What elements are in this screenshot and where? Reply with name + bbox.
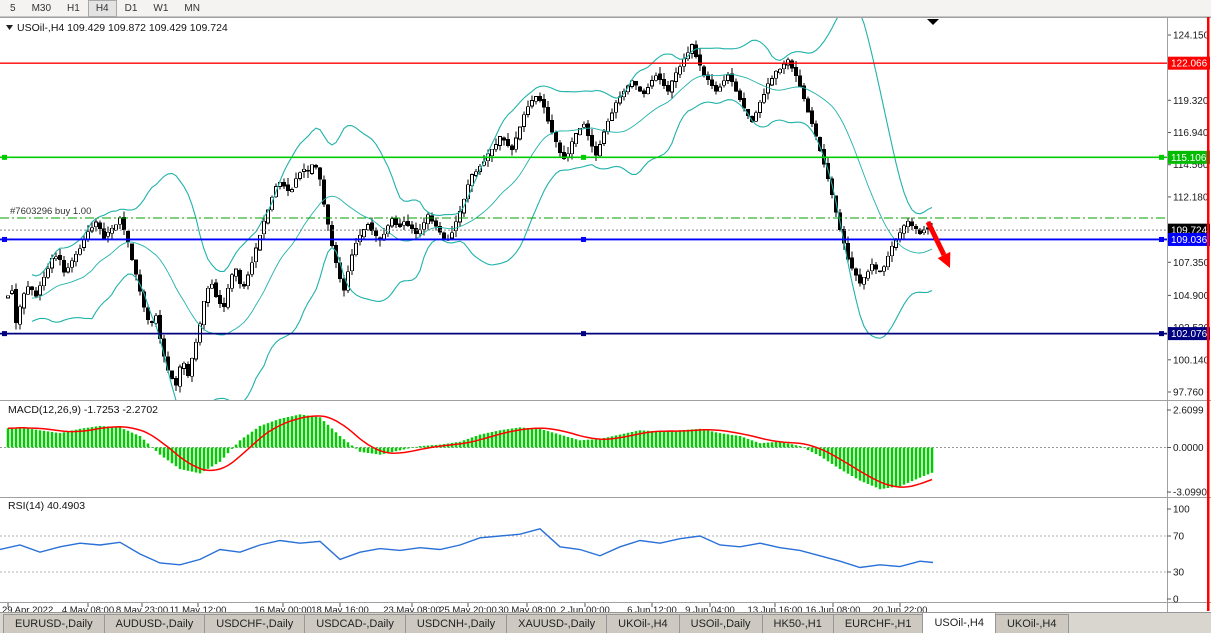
time-axis: 29 Apr 2022 4 May 08:00 8 May 23:00 11 May … <box>2 603 928 616</box>
svg-text:30 May 08:00: 30 May 08:00 <box>498 605 556 612</box>
svg-text:114.560: 114.560 <box>1173 160 1209 171</box>
right-edge-line <box>1207 17 1210 611</box>
svg-text:2 Jun 00:00: 2 Jun 00:00 <box>560 605 610 612</box>
svg-text:109.036: 109.036 <box>1171 235 1208 246</box>
svg-text:16 May 00:00: 16 May 00:00 <box>254 605 312 612</box>
svg-text:104.900: 104.900 <box>1173 291 1210 302</box>
chart-tab-audusd-daily[interactable]: AUDUSD-,Daily <box>103 614 206 633</box>
svg-text:124.150: 124.150 <box>1173 31 1210 42</box>
svg-text:2.6099: 2.6099 <box>1173 405 1204 416</box>
svg-text:20 Jun 22:00: 20 Jun 22:00 <box>873 605 928 612</box>
chart-tab-usdchf-daily[interactable]: USDCHF-,Daily <box>204 614 306 633</box>
chart-tab-ukoil-h4[interactable]: UKOil-,H4 <box>606 614 680 633</box>
hline--7603296-buy-1.00[interactable]: #7603296 buy 1.00 <box>0 206 1167 219</box>
svg-text:29 Apr 2022: 29 Apr 2022 <box>2 605 53 612</box>
hline-102.076[interactable] <box>0 331 1167 337</box>
hline-109.036[interactable] <box>0 236 1167 242</box>
svg-text:4 May 08:00: 4 May 08:00 <box>62 605 114 612</box>
svg-text:97.760: 97.760 <box>1173 388 1204 399</box>
chart-tab-eurchf-h1[interactable]: EURCHF-,H1 <box>832 614 924 633</box>
chart-tab-hk50-h1[interactable]: HK50-,H1 <box>761 614 834 633</box>
rsi-indicator: 100 70 30 0 RSI(14) 40.4903 <box>0 500 1190 606</box>
timeframe-button-m30[interactable]: M30 <box>31 2 52 14</box>
svg-text:109.724: 109.724 <box>1171 226 1208 237</box>
timeframe-button-w1[interactable]: W1 <box>153 2 169 14</box>
svg-text:13 Jun 16:00: 13 Jun 16:00 <box>748 605 803 612</box>
chart-shift-marker-icon[interactable] <box>927 19 939 25</box>
svg-text:11 May 12:00: 11 May 12:00 <box>170 605 227 612</box>
svg-text:100.140: 100.140 <box>1173 355 1210 366</box>
timeframe-button-h1[interactable]: H1 <box>67 2 80 14</box>
svg-text:30: 30 <box>1173 568 1185 579</box>
svg-text:6 Jun 12:00: 6 Jun 12:00 <box>627 605 677 612</box>
chart-tab-usdcnh-daily[interactable]: USDCNH-,Daily <box>404 614 508 633</box>
macd-indicator: 2.6099 0.0000 -3.0990 MACD(12,26,9) -1.7253… <box>0 404 1207 499</box>
price-badge-109.036: 109.036 <box>1168 232 1210 246</box>
svg-text:0: 0 <box>1173 595 1179 606</box>
svg-text:100: 100 <box>1173 505 1190 516</box>
svg-text:25 May 20:00: 25 May 20:00 <box>439 605 497 612</box>
price-badge-122.066: 122.066 <box>1168 56 1210 70</box>
symbol-dropdown-icon <box>6 25 13 30</box>
svg-text:8 May 23:00: 8 May 23:00 <box>116 605 168 612</box>
chart-tab-eurusd-daily[interactable]: EURUSD-,Daily <box>3 614 105 633</box>
svg-text:112.180: 112.180 <box>1173 192 1209 203</box>
chart-tab-usoil-daily[interactable]: USOil-,Daily <box>678 614 763 633</box>
timeframe-button-h4[interactable]: H4 <box>87 0 117 17</box>
svg-text:115.106: 115.106 <box>1171 153 1207 164</box>
price-badge-115.106: 115.106 <box>1168 150 1210 164</box>
svg-text:107.350: 107.350 <box>1173 258 1210 269</box>
chart-header: USOil-,H4 109.429 109.872 109.429 109.72… <box>6 22 228 34</box>
svg-text:102.076: 102.076 <box>1171 329 1208 340</box>
svg-text:0.0000: 0.0000 <box>1173 443 1204 454</box>
chart-area: 124.150 119.320 116.940 114.560 112.180 107.3… <box>0 17 1211 616</box>
panel-borders <box>0 17 1211 615</box>
svg-text:23 May 08:00: 23 May 08:00 <box>383 605 441 612</box>
price-chart-canvas[interactable]: 124.150 119.320 116.940 114.560 112.180 107.3… <box>0 17 1211 616</box>
chart-tab-usdcad-daily[interactable]: USDCAD-,Daily <box>304 614 406 633</box>
svg-text:116.940: 116.940 <box>1173 128 1209 139</box>
svg-text:MACD(12,26,9) -1.7253 -2.2702: MACD(12,26,9) -1.7253 -2.2702 <box>8 404 158 416</box>
down-arrow-annotation[interactable] <box>925 220 951 268</box>
price-badge-102.076: 102.076 <box>1168 327 1210 341</box>
svg-text:9 Jun 04:00: 9 Jun 04:00 <box>685 605 735 612</box>
svg-text:16 Jun 08:00: 16 Jun 08:00 <box>806 605 861 612</box>
timeframe-button-mn[interactable]: MN <box>184 2 200 14</box>
timeframe-toolbar: 5 M30 H1 H4 D1 W1 MN <box>0 0 1211 17</box>
chart-tabs-bar: EURUSD-,Daily AUDUSD-,Daily USDCHF-,Daily U… <box>0 612 1211 633</box>
svg-text:18 May 16:00: 18 May 16:00 <box>311 605 369 612</box>
chart-tab-ukoil-h4[interactable]: UKOil-,H4 <box>994 614 1069 633</box>
svg-text:70: 70 <box>1173 532 1185 543</box>
chart-tab-usoil-h4[interactable]: USOil-,H4 <box>922 613 996 633</box>
svg-text:RSI(14) 40.4903: RSI(14) 40.4903 <box>8 500 85 512</box>
bollinger-bands <box>31 18 933 400</box>
svg-text:USOil-,H4 109.429 109.872 109.: USOil-,H4 109.429 109.872 109.429 109.72… <box>17 22 228 34</box>
timeframe-button-5[interactable]: 5 <box>10 2 16 14</box>
svg-text:-3.0990: -3.0990 <box>1173 488 1207 499</box>
timeframe-button-d1[interactable]: D1 <box>124 2 138 14</box>
svg-text:#7603296 buy 1.00: #7603296 buy 1.00 <box>10 206 91 217</box>
hline-115.106[interactable] <box>0 154 1167 160</box>
svg-text:122.066: 122.066 <box>1171 59 1208 70</box>
chart-tab-xauusd-daily[interactable]: XAUUSD-,Daily <box>506 614 608 633</box>
svg-text:119.320: 119.320 <box>1173 96 1209 107</box>
